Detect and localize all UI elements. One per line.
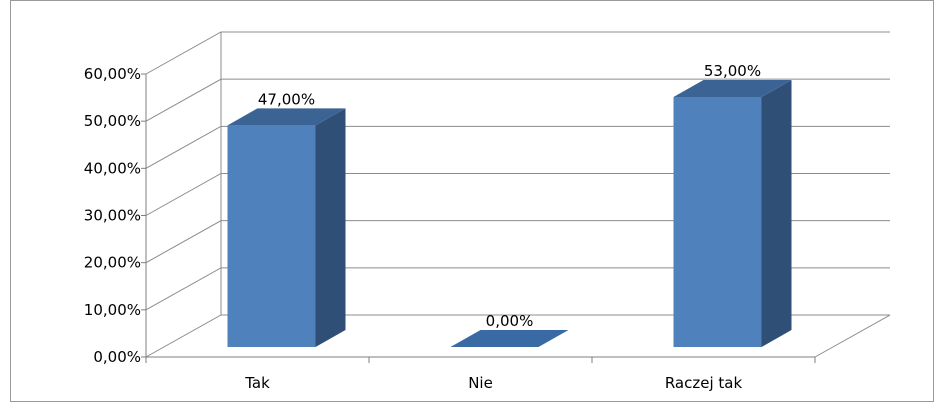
bar-top bbox=[673, 80, 792, 98]
bar-front bbox=[673, 97, 762, 348]
bar bbox=[227, 108, 346, 347]
data-label: 47,00% bbox=[258, 90, 315, 108]
category-label: Tak bbox=[244, 374, 270, 392]
bar-top bbox=[450, 330, 569, 347]
y-tick-label: 30,00% bbox=[84, 207, 141, 225]
y-tick-label: 10,00% bbox=[84, 301, 141, 319]
y-tick-label: 20,00% bbox=[84, 254, 141, 272]
bar bbox=[673, 80, 792, 348]
axes bbox=[141, 32, 891, 363]
y-tick-label: 50,00% bbox=[84, 112, 141, 130]
y-tick-label: 60,00% bbox=[84, 65, 141, 83]
category-labels: Tak Nie Raczej tak bbox=[244, 374, 742, 392]
category-label: Nie bbox=[468, 374, 493, 392]
bar bbox=[450, 330, 569, 347]
bar-front bbox=[227, 125, 316, 347]
category-label: Raczej tak bbox=[665, 374, 743, 392]
data-label: 53,00% bbox=[704, 62, 761, 80]
y-tick-labels: 0,00% 10,00% 20,00% 30,00% 40,00% 50,00% 60,00… bbox=[84, 65, 141, 366]
data-labels: 47,00% 0,00% 53,00% bbox=[258, 62, 761, 330]
bar-side bbox=[315, 108, 346, 347]
bar-top bbox=[227, 108, 346, 126]
y-tick-label: 40,00% bbox=[84, 159, 141, 177]
bar-side bbox=[761, 80, 792, 348]
floor-right-edge bbox=[814, 314, 891, 358]
y-tick-label: 0,00% bbox=[93, 348, 141, 366]
bars bbox=[227, 80, 792, 348]
data-label: 0,00% bbox=[486, 312, 534, 330]
